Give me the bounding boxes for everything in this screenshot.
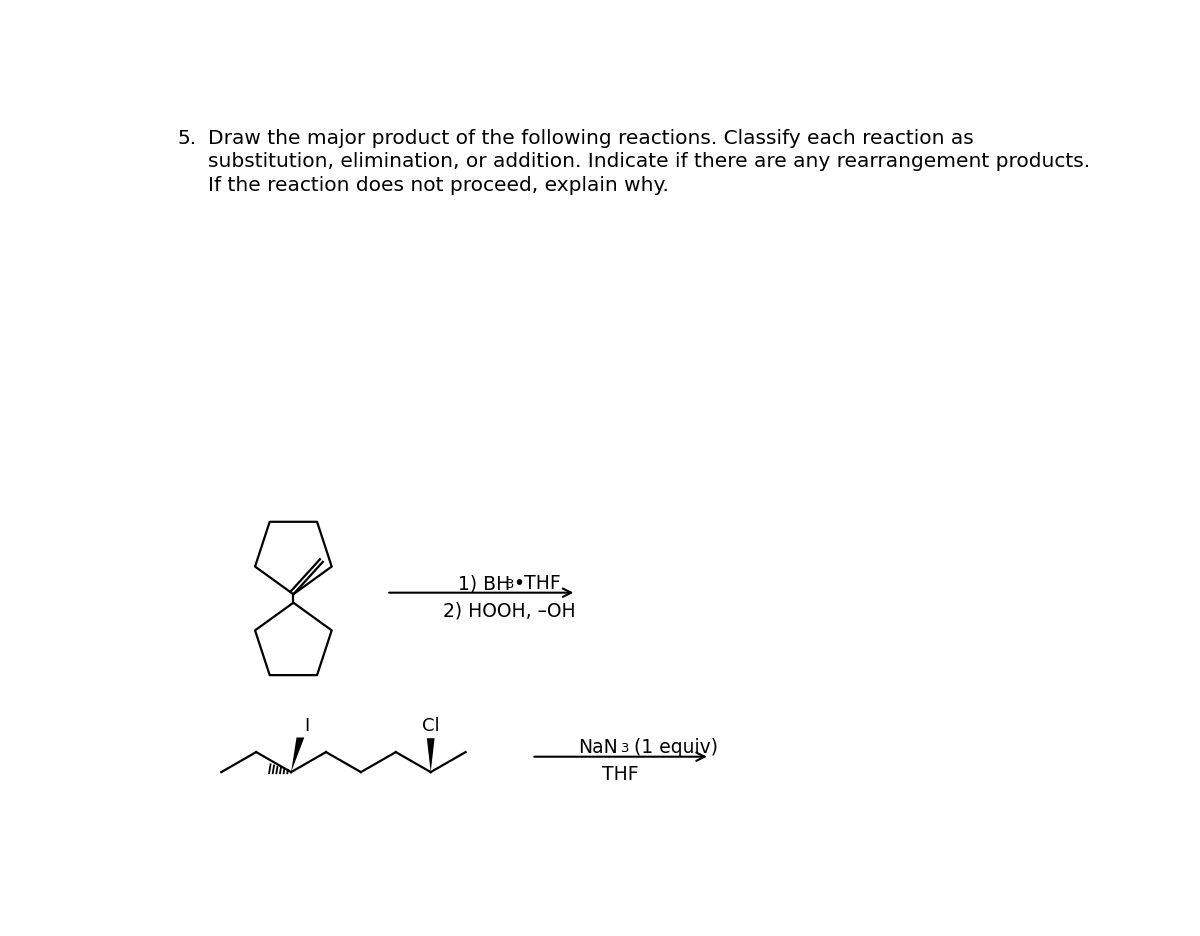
Text: Draw the major product of the following reactions. Classify each reaction as: Draw the major product of the following … [208, 129, 974, 148]
Text: 5.: 5. [178, 129, 197, 148]
Text: 3: 3 [620, 740, 629, 753]
Text: 2) HOOH, –OH: 2) HOOH, –OH [443, 601, 575, 620]
Text: 1) BH: 1) BH [458, 574, 510, 592]
Text: (1 equiv): (1 equiv) [629, 737, 719, 756]
Text: 3: 3 [506, 578, 515, 591]
Text: •THF: •THF [514, 574, 560, 592]
Text: I: I [305, 716, 310, 734]
Text: NaN: NaN [578, 737, 618, 756]
Text: THF: THF [602, 765, 638, 783]
Polygon shape [292, 738, 305, 772]
Text: Cl: Cl [422, 717, 439, 735]
Text: substitution, elimination, or addition. Indicate if there are any rearrangement : substitution, elimination, or addition. … [208, 153, 1091, 171]
Polygon shape [427, 739, 434, 772]
Text: If the reaction does not proceed, explain why.: If the reaction does not proceed, explai… [208, 175, 670, 195]
